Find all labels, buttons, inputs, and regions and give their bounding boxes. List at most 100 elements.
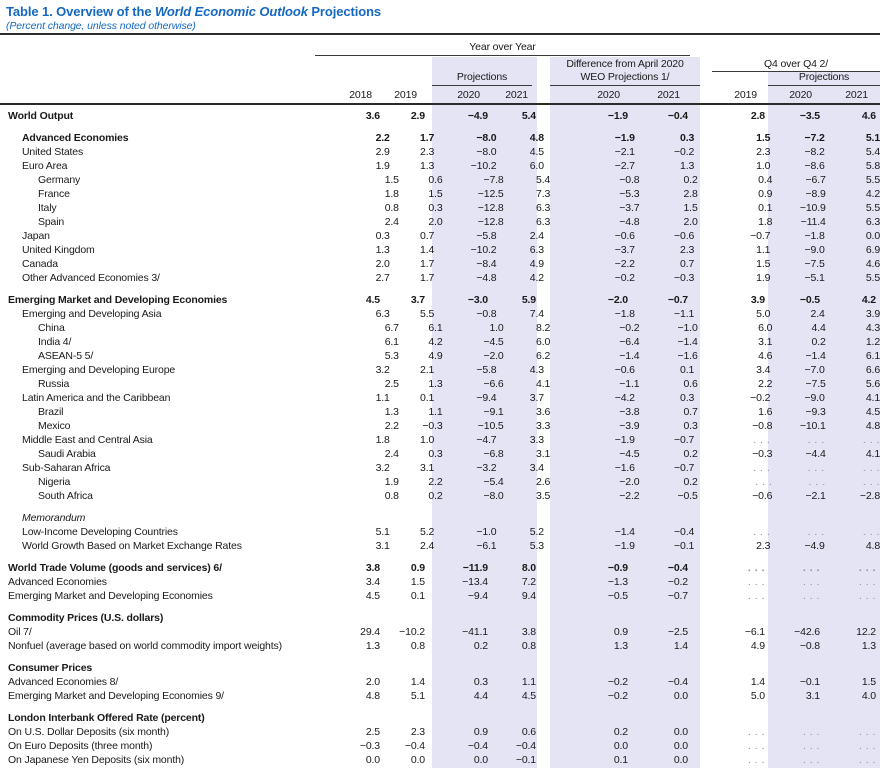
table-row: Russia 2.5 1.3 −6.6 4.1 −1.1 0.6 2.2 −7.5 5.6 [0, 377, 880, 391]
cell-value: 2.0 [365, 676, 380, 688]
cell-value: −0.4 [404, 740, 425, 752]
table-row: Oil 7/29.4 −10.2 −41.1 3.8 0.9 −2.5 −6.1 −42.6 1… [0, 625, 880, 639]
table-row: China 6.7 6.1 1.0 8.2 −0.2 −1.0 6.0 4.4 4.3 [0, 321, 880, 335]
cell-value: 7.2 [521, 576, 536, 588]
year-header-diff-2021: 2021 [657, 89, 680, 101]
cell-value: 3.3 [536, 420, 551, 432]
row-label: South Africa [38, 490, 93, 502]
cell-value: −8.0 [476, 146, 497, 158]
table-row: Emerging and Developing Europe 3.2 2.1 −5.8… [0, 363, 880, 377]
table-row: Italy 0.8 0.3 −12.8 6.3 −3.7 1.5 0.1 −10.9 5.5 [0, 201, 880, 215]
cell-value: 1.5 [410, 576, 425, 588]
cell-value: 2.0 [428, 216, 443, 228]
cell-value: 6.0 [529, 160, 544, 172]
cell-value: 0.1 [680, 364, 695, 376]
cell-value: −0.5 [799, 294, 820, 306]
cell-value: −1.8 [804, 230, 825, 242]
cell-value: 0.2 [473, 640, 488, 652]
cell-value: 1.7 [420, 258, 435, 270]
table-row: United Kingdom 1.3 1.4 −10.2 6.3 −3.7 2.3 1.1 −9… [0, 243, 880, 257]
table-row: World Output 3.6 2.9 −4.9 5.4 −1.9 −0.4 2.8 −3.5… [0, 109, 880, 123]
cell-value: −13.4 [462, 576, 488, 588]
row-label: Euro Area [22, 160, 68, 172]
cell-value: 0.0 [673, 690, 688, 702]
cell-value: 1.3 [861, 640, 876, 652]
cell-value: . . . [807, 462, 825, 474]
cell-value: 4.9 [750, 640, 765, 652]
cell-value: 3.2 [375, 462, 390, 474]
table-row: Nigeria 1.9 2.2 −5.4 2.6 −2.0 0.2 . . . . . . . .… [0, 475, 880, 489]
row-label: Germany [38, 174, 81, 186]
cell-value: −42.6 [794, 626, 820, 638]
table-row: Advanced Economies 3.4 1.5 −13.4 7.2 −1.3 −0.2… [0, 575, 880, 589]
cell-value: 6.1 [428, 322, 443, 334]
cell-value: −0.2 [667, 576, 688, 588]
cell-value: 4.2 [861, 294, 876, 306]
cell-value: −3.0 [467, 294, 488, 306]
cell-value: −1.0 [476, 526, 497, 538]
cell-value: 1.3 [420, 160, 435, 172]
row-label: Mexico [38, 420, 71, 432]
table-row: Memorandum [0, 511, 880, 525]
cell-value: −6.8 [483, 448, 504, 460]
cell-value [688, 611, 765, 625]
cell-value [323, 661, 380, 675]
row-label: Sub-Saharan Africa [22, 462, 111, 474]
cell-value: 2.3 [680, 244, 695, 256]
row-label: Commodity Prices (U.S. dollars) [8, 612, 164, 624]
cell-value: −0.4 [667, 562, 688, 574]
cell-value: −10.5 [477, 420, 504, 432]
cell-value: −4.2 [614, 392, 635, 404]
cell-value: 6.0 [536, 336, 551, 348]
cell-value: 1.5 [384, 174, 399, 186]
cell-value: −2.1 [614, 146, 635, 158]
cell-value [380, 611, 425, 625]
row-label: On U.S. Dollar Deposits (six month) [8, 726, 170, 738]
cell-value: 0.9 [758, 188, 773, 200]
cell-value: . . . [858, 754, 876, 766]
cell-value: 0.8 [384, 202, 399, 214]
q4-projections-underline [768, 85, 880, 86]
cell-value: 8.2 [536, 322, 551, 334]
cell-value: 0.7 [683, 406, 698, 418]
cell-value [333, 511, 389, 525]
cell-value [688, 661, 765, 675]
table-row: South Africa 0.8 0.2 −8.0 3.5 −2.2 −0.5 −0.6 −2.… [0, 489, 880, 503]
cell-value: 2.6 [536, 476, 551, 488]
cell-value: 0.7 [420, 230, 435, 242]
cell-value: 1.5 [756, 132, 771, 144]
table-row: Middle East and Central Asia 1.8 1.0 −4.7 3.… [0, 433, 880, 447]
cell-value: 6.3 [865, 216, 880, 228]
cell-value: −1.4 [614, 526, 635, 538]
cell-value [628, 711, 688, 725]
table-row: Japan 0.3 0.7 −5.8 2.4 −0.6 −0.6 −0.7 −1.8 0.0 [0, 229, 880, 243]
cell-value: −1.4 [677, 336, 698, 348]
cell-value: 2.2 [375, 132, 390, 144]
cell-value: 1.8 [375, 434, 390, 446]
row-label: France [38, 188, 70, 200]
cell-value: 0.9 [613, 626, 628, 638]
cell-value: . . . [747, 726, 765, 738]
table-row: World Trade Volume (goods and services) … [0, 561, 880, 575]
cell-value: 0.3 [428, 448, 443, 460]
cell-value: −2.0 [619, 476, 640, 488]
cell-value: −6.1 [744, 626, 765, 638]
cell-value: 3.3 [529, 434, 544, 446]
cell-value [694, 511, 770, 525]
cell-value: 3.1 [420, 462, 435, 474]
cell-value: . . . [802, 576, 820, 588]
cell-value: 2.9 [375, 146, 390, 158]
table-row: United States 2.9 2.3 −8.0 4.5 −2.1 −0.2 2.3 −8.… [0, 145, 880, 159]
cell-value: −1.1 [674, 308, 695, 320]
cell-value: −3.7 [614, 244, 635, 256]
cell-value: −6.1 [476, 540, 497, 552]
cell-value: . . . [747, 740, 765, 752]
cell-value: 5.2 [529, 526, 544, 538]
cell-value: . . . [802, 726, 820, 738]
row-label: Spain [38, 216, 65, 228]
cell-value: −7.8 [483, 174, 504, 186]
cell-value: −10.1 [799, 420, 826, 432]
cell-value: 0.6 [683, 378, 698, 390]
row-label: Emerging Market and Developing Economies [8, 294, 228, 306]
row-label: Emerging Market and Developing Economies [8, 590, 213, 602]
